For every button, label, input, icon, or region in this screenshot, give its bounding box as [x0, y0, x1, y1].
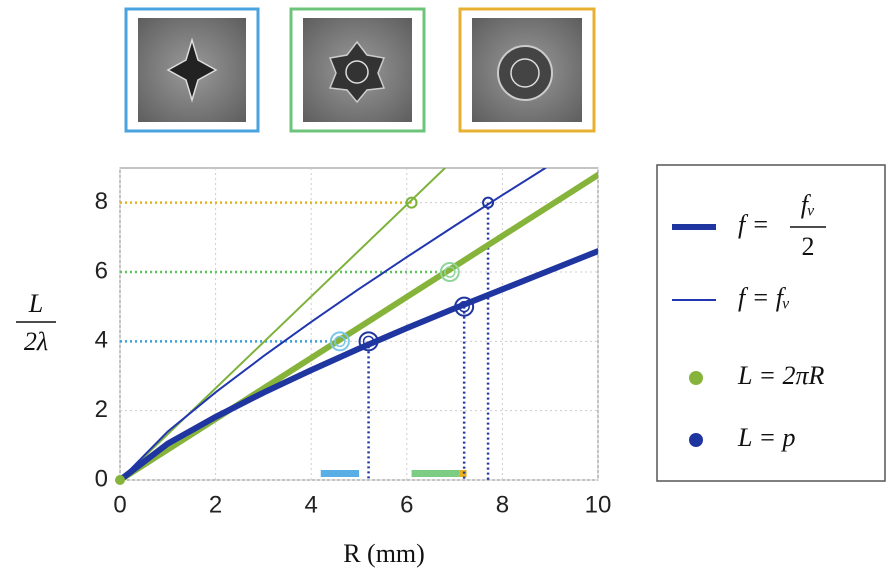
legend-swatch [689, 433, 703, 447]
shape [510, 58, 540, 88]
legend-label: fᵥ [801, 190, 816, 219]
marker [329, 331, 350, 352]
x-axis-title: R (mm) [343, 539, 425, 568]
legend-label: f = [738, 210, 769, 239]
marker [482, 196, 495, 209]
legend-swatch [689, 371, 703, 385]
y-tick-label: 0 [95, 465, 108, 492]
marker-inner [334, 335, 346, 348]
y-tick-label: 2 [95, 396, 108, 423]
shape [345, 60, 369, 84]
y-tick-label: 4 [95, 327, 108, 354]
y-tick-label: 8 [95, 188, 108, 215]
origin-dot [115, 475, 125, 485]
marker-inner [362, 335, 375, 348]
frame [124, 7, 260, 133]
shape [166, 37, 218, 103]
legend-label: L = p [737, 423, 796, 452]
series-line [120, 248, 598, 480]
x-tick-label: 10 [585, 491, 612, 518]
x-tick-label: 4 [305, 491, 318, 518]
legend-label: 2 [802, 232, 815, 261]
marker-inner [458, 300, 470, 313]
x-tick-label: 2 [209, 491, 222, 518]
shape [328, 40, 386, 104]
marker [358, 331, 379, 352]
marker [454, 296, 475, 317]
y-tick-label: 6 [95, 257, 108, 284]
marker-inner [444, 266, 456, 278]
micrographs [124, 7, 596, 133]
shape [497, 45, 553, 101]
marker [405, 196, 418, 209]
x-tick-label: 8 [496, 491, 509, 518]
y-axis-title-num: L [28, 289, 43, 318]
y-axis-title-den: 2λ [24, 327, 48, 356]
legend-label: L = 2πR [737, 361, 825, 390]
range-band [411, 470, 460, 477]
legend-label: f = fᵥ [738, 283, 790, 312]
series-line [120, 168, 547, 480]
x-tick-label: 0 [113, 491, 126, 518]
x-tick-label: 6 [400, 491, 413, 518]
legend-box [656, 164, 886, 482]
series-line [120, 168, 447, 480]
marker [439, 262, 460, 282]
frame [289, 7, 426, 133]
frame [458, 7, 596, 133]
range-band [320, 470, 359, 477]
